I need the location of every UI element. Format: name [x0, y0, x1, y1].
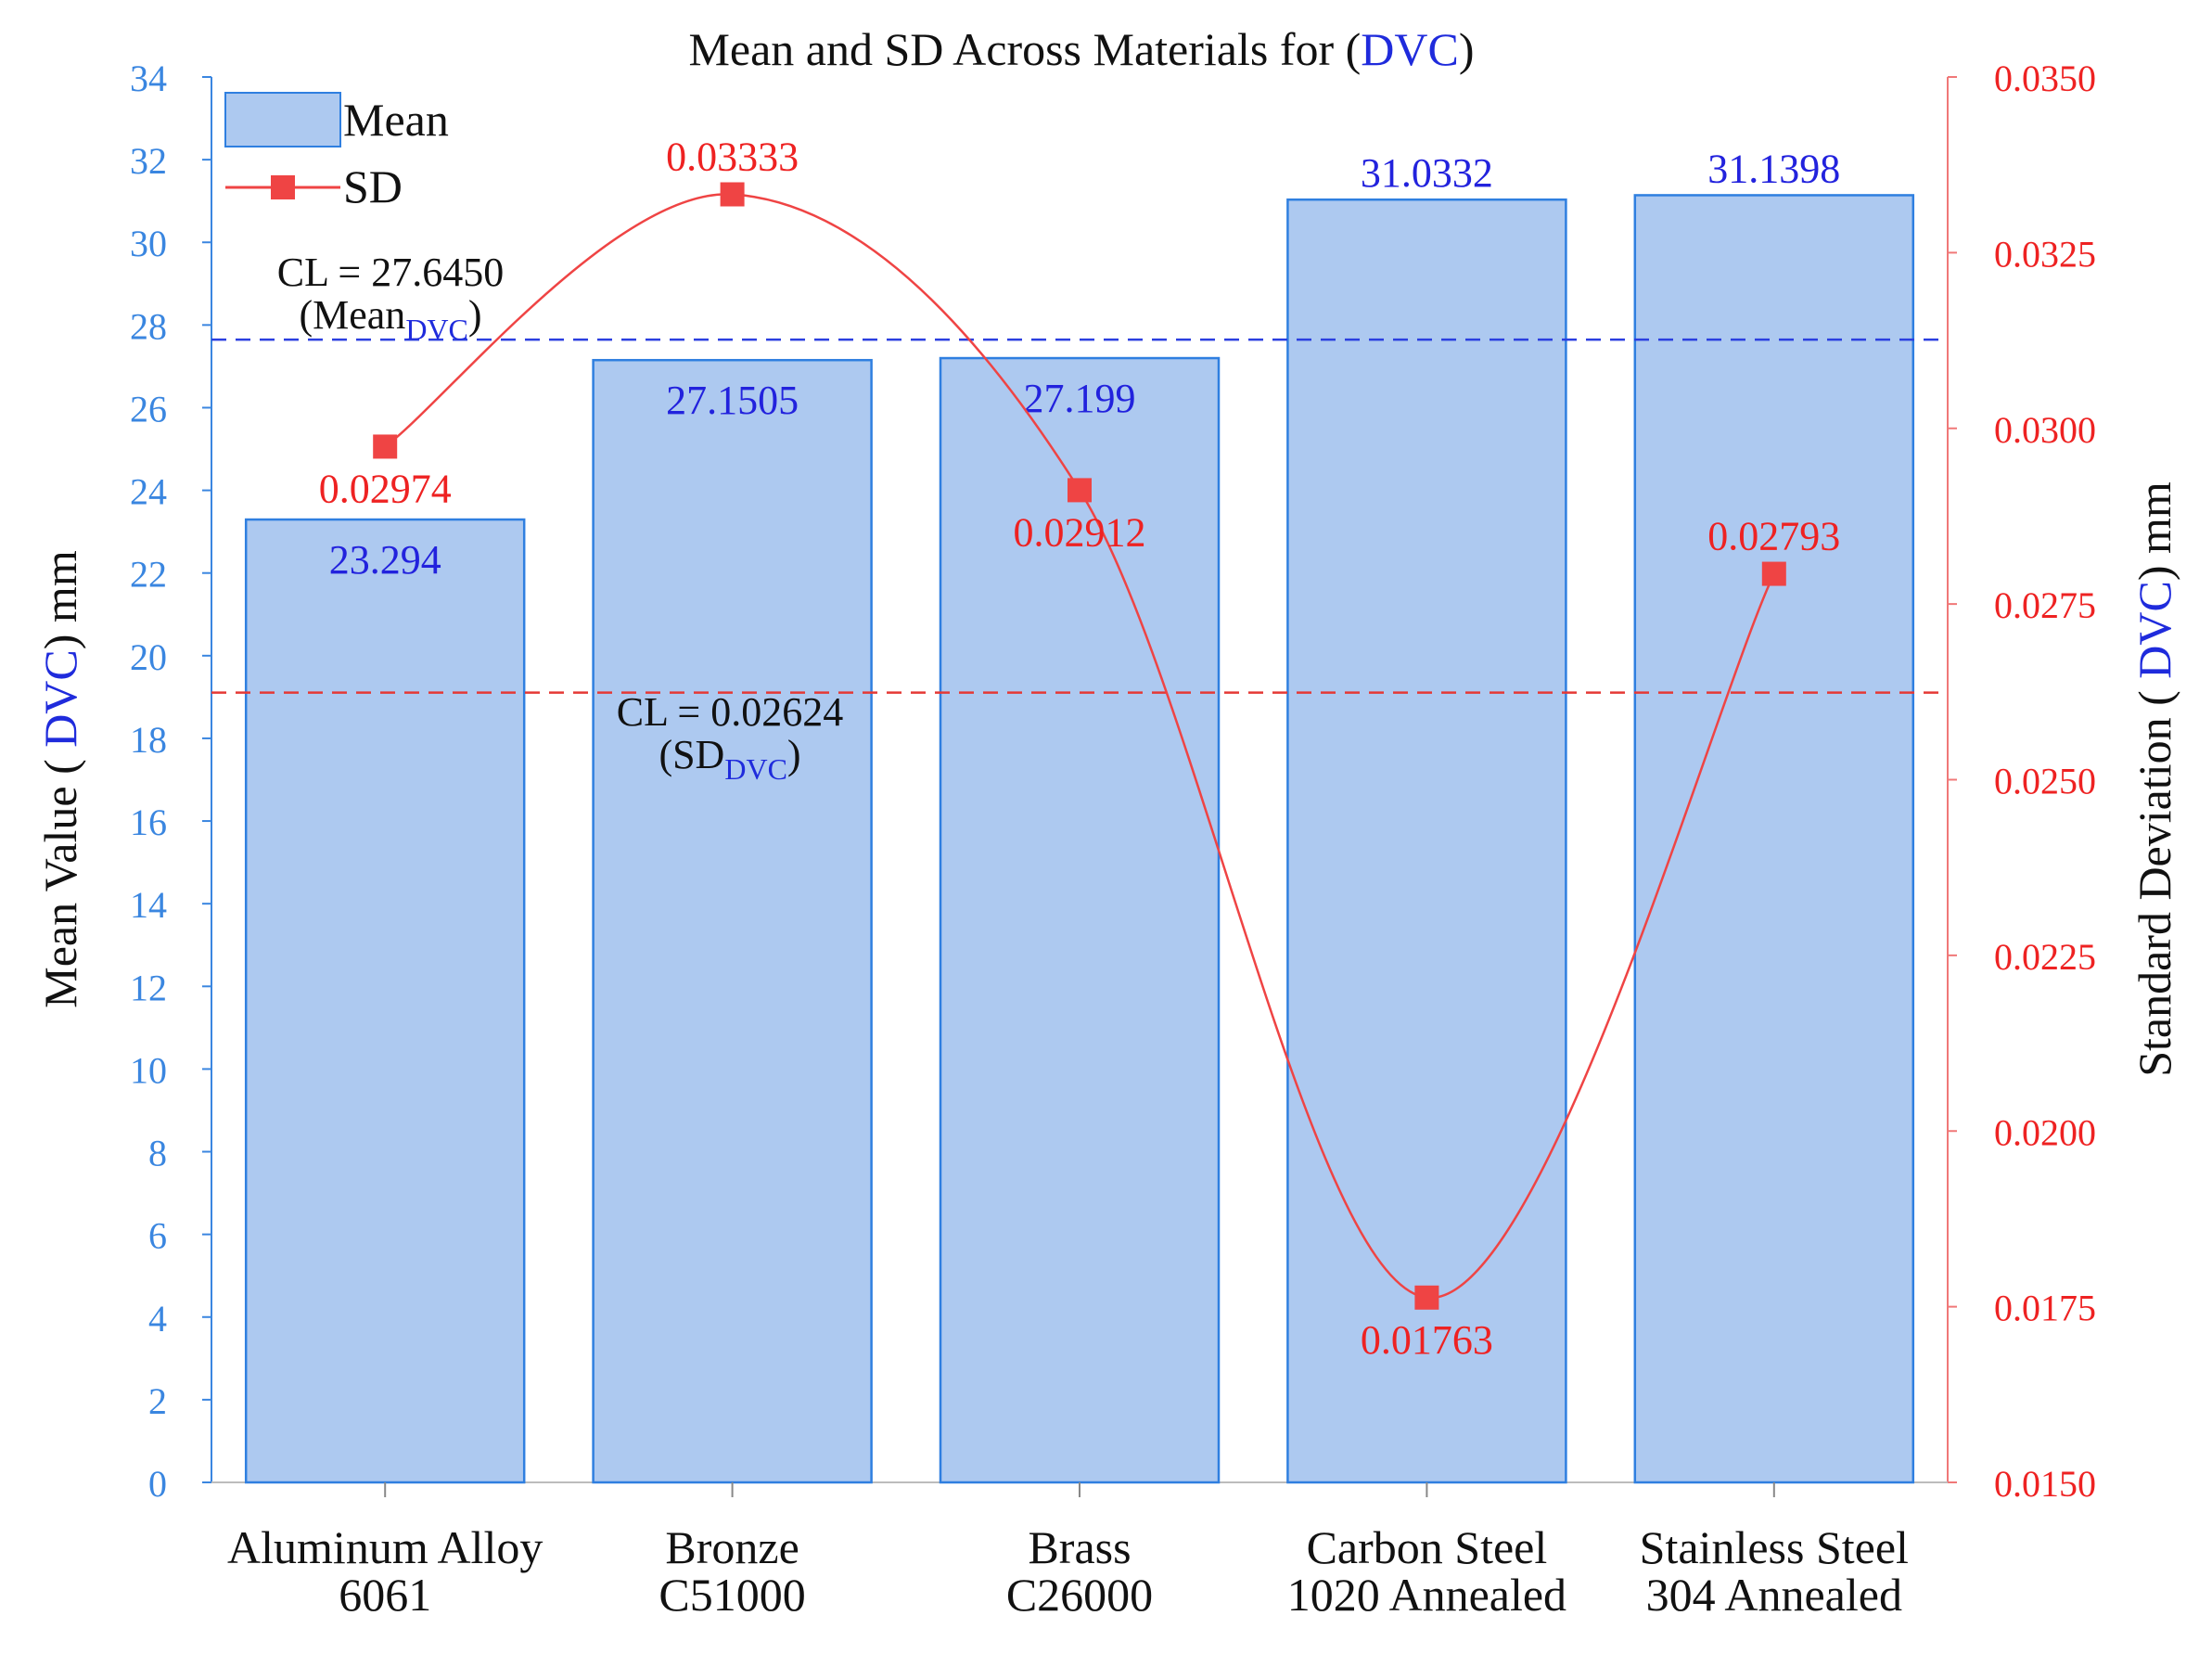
sd-cl-subscript: DVC [724, 752, 787, 786]
sd-cl-label: CL = 0.02624 (SDDVC) [617, 689, 843, 786]
bar-mean [1286, 198, 1567, 1484]
sd-marker [373, 434, 398, 459]
mean-cl-label-sub: (MeanDVC) [299, 292, 481, 346]
right-tick-label: 0.0175 [1994, 1288, 2096, 1329]
sd-marker [1761, 561, 1786, 586]
left-tick-label: 22 [130, 554, 167, 596]
x-category-label-line2: 304 Annealed [1646, 1569, 1902, 1621]
x-category-label-line2: C51000 [658, 1569, 805, 1621]
x-category-label-line1: Aluminum Alloy [227, 1521, 543, 1573]
bar-series-mean: 23.294 27.1505 27.199 31.0332 31.1398 [244, 146, 1915, 1497]
right-tick-label: 0.0275 [1994, 584, 2096, 626]
sd-cl-label-main: CL = 0.02624 [617, 689, 843, 735]
x-category-label-line2: 1020 Annealed [1287, 1569, 1566, 1621]
chart-title-highlight: DVC [1361, 23, 1459, 75]
left-tick-label: 6 [148, 1215, 167, 1257]
sd-data-label: 0.02793 [1707, 514, 1840, 559]
sd-cl-label-sub: (SDDVC) [658, 732, 800, 786]
mean-cl-subscript: DVC [405, 313, 468, 346]
left-tick-label: 2 [148, 1380, 167, 1422]
bar-mean-label: 27.199 [1024, 376, 1136, 421]
right-tick-label: 0.0250 [1994, 761, 2096, 802]
right-tick-label: 0.0300 [1994, 409, 2096, 451]
sd-marker [1068, 478, 1092, 503]
right-tick-label: 0.0325 [1994, 233, 2096, 275]
left-tick-label: 18 [130, 719, 167, 761]
left-tick-label: 20 [130, 636, 167, 678]
left-tick-label: 24 [130, 471, 167, 513]
right-tick-label: 0.0200 [1994, 1111, 2096, 1153]
bar-mean-label: 23.294 [329, 537, 441, 583]
chart-title: Mean and SD Across Materials for (DVC) [688, 23, 1474, 75]
right-tick-label: 0.0150 [1994, 1463, 2096, 1505]
bar-mean-label: 31.1398 [1707, 146, 1840, 191]
sd-marker [1414, 1285, 1439, 1310]
right-axis-ticks: 0.0150 0.0175 0.0200 0.0225 0.0250 0.0275 0.03… [1948, 58, 2096, 1505]
sd-data-label: 0.03333 [666, 135, 799, 180]
left-tick-label: 10 [130, 1049, 167, 1091]
sd-data-label: 0.02912 [1014, 509, 1146, 555]
control-lines [211, 338, 1948, 694]
left-tick-label: 12 [130, 967, 167, 1008]
x-category-label-line1: Carbon Steel [1307, 1521, 1548, 1573]
bar-mean-label: 27.1505 [666, 378, 799, 423]
bar-mean [939, 356, 1221, 1484]
x-category-label-line2: 6061 [339, 1569, 431, 1621]
left-axis-title: Mean Value ( DVC) mm [34, 550, 86, 1008]
legend-mean-label: Mean [343, 94, 449, 146]
left-tick-label: 28 [130, 305, 167, 347]
left-tick-label: 16 [130, 801, 167, 843]
legend: Mean SD [224, 92, 449, 212]
x-category-label-line1: Brass [1028, 1521, 1131, 1573]
mean-cl-label-main: CL = 27.6450 [277, 250, 504, 295]
right-axis-title-highlight: DVC [2129, 581, 2180, 679]
left-tick-label: 8 [148, 1133, 167, 1174]
mean-cl-label: CL = 27.6450 (MeanDVC) [277, 250, 504, 346]
left-tick-label: 32 [130, 140, 167, 182]
bar-mean [592, 358, 873, 1484]
legend-sd-label: SD [343, 160, 403, 212]
sd-line [384, 193, 1775, 1300]
x-category-label-line1: Bronze [665, 1521, 799, 1573]
right-tick-label: 0.0350 [1994, 58, 2096, 99]
line-series-sd: 0.02974 0.03333 0.02912 0.01763 0.02793 [319, 135, 1841, 1363]
legend-mean-swatch [224, 92, 341, 147]
left-tick-label: 14 [130, 884, 167, 926]
left-tick-label: 34 [130, 58, 167, 99]
left-tick-label: 30 [130, 223, 167, 264]
legend-sd-marker [271, 175, 295, 199]
left-tick-label: 0 [148, 1463, 167, 1505]
sd-data-label: 0.01763 [1361, 1317, 1493, 1363]
sd-marker [720, 182, 745, 207]
x-category-label-line1: Stainless Steel [1640, 1521, 1909, 1573]
left-tick-label: 4 [148, 1298, 167, 1340]
right-tick-label: 0.0225 [1994, 936, 2096, 978]
sd-data-label: 0.02974 [319, 466, 452, 511]
bar-mean-label: 31.0332 [1361, 150, 1493, 196]
left-axis-title-highlight: DVC [34, 649, 86, 748]
bar-mean [244, 518, 526, 1484]
x-category-label-line2: C26000 [1006, 1569, 1153, 1621]
right-axis-title: Standard Deviation ( DVC) mm [2129, 481, 2180, 1077]
left-tick-label: 26 [130, 388, 167, 430]
